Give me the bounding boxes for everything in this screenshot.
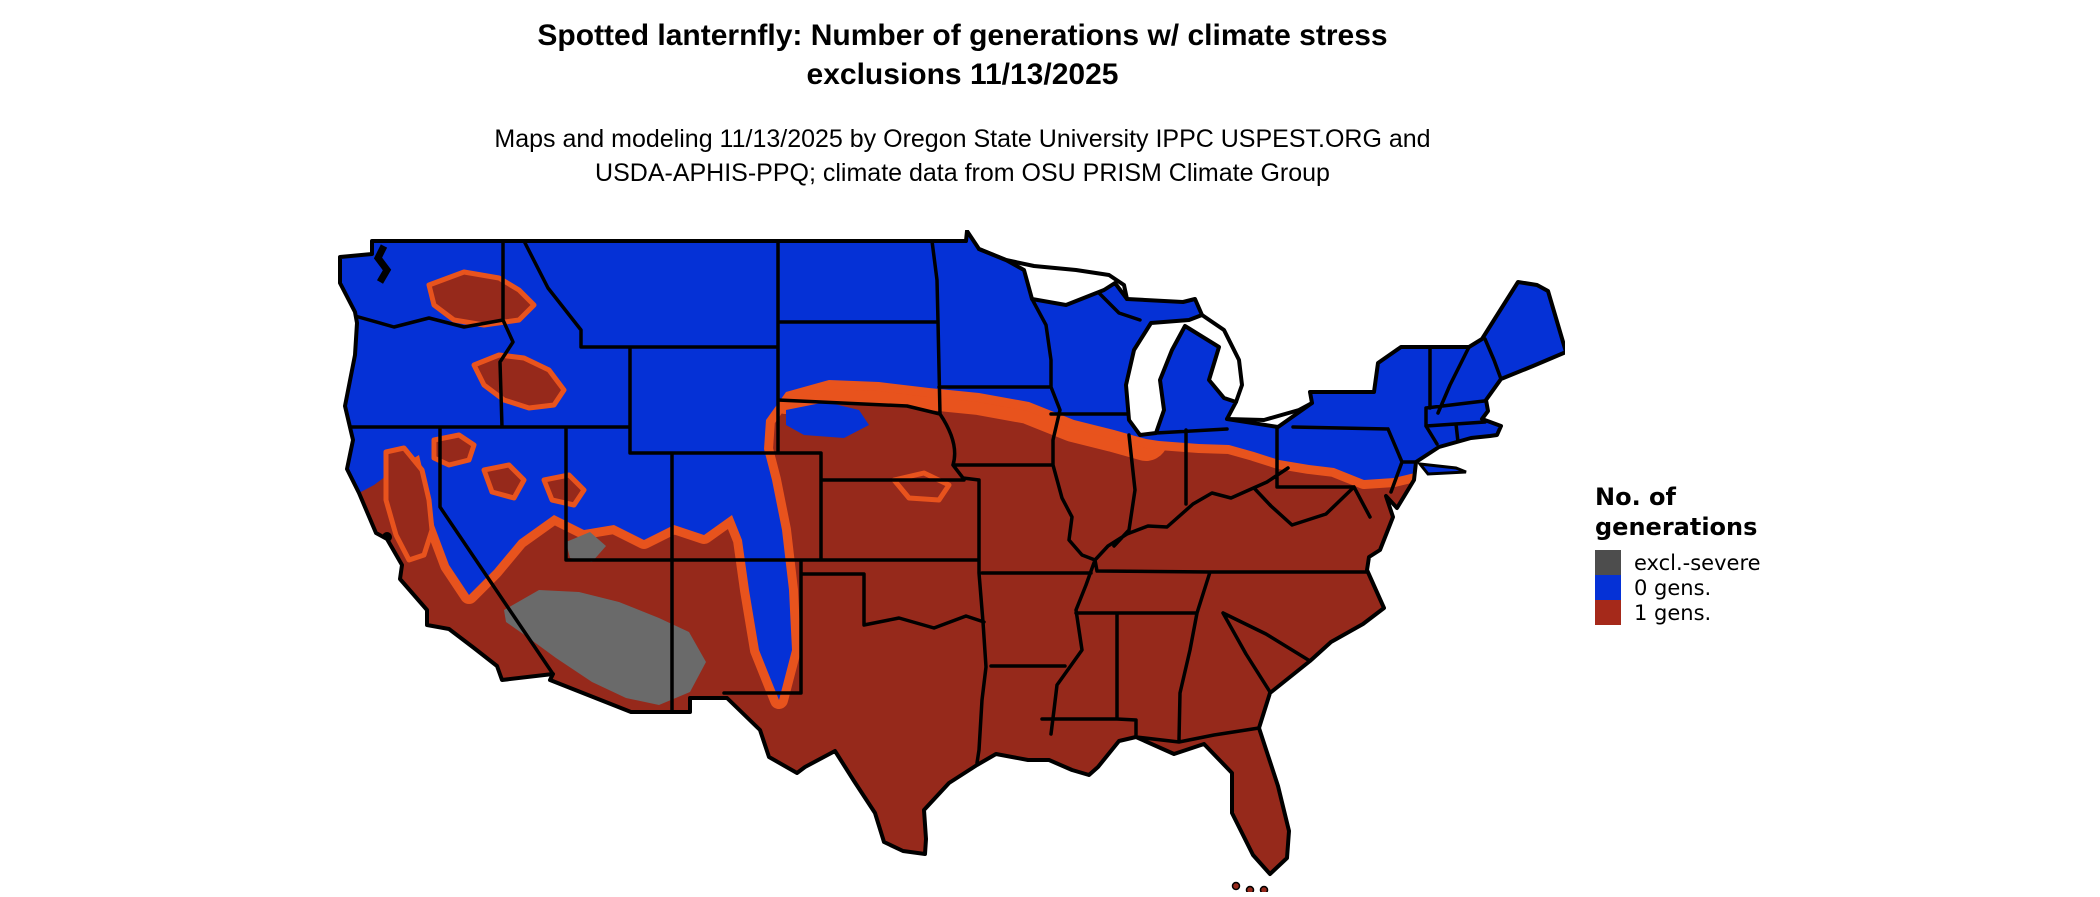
legend-item-1-gens: 1 gens. xyxy=(1595,600,1895,625)
map-patch-sandhills-blue xyxy=(786,402,869,438)
map-patch-snake-river-plain xyxy=(471,352,567,411)
title-line-2: exclusions 11/13/2025 xyxy=(806,58,1119,91)
map-key-1 xyxy=(1231,881,1241,891)
legend-swatch-0-gens xyxy=(1595,575,1621,600)
legend-label-excl-severe: excl.-severe xyxy=(1634,550,1761,575)
map-patch-columbia-basin xyxy=(426,269,537,328)
legend-title-line-2: generations xyxy=(1595,513,1758,541)
map-lake-border-lines xyxy=(977,247,1314,422)
legend-label-1-gens: 1 gens. xyxy=(1634,600,1712,625)
map-key-2 xyxy=(1245,885,1255,895)
map-region-excluded-severe xyxy=(504,590,706,705)
map-patch-central-nevada-1 xyxy=(481,462,527,501)
legend-title-line-1: No. of xyxy=(1595,483,1676,511)
map-state-borders xyxy=(347,239,1503,765)
subtitle-line-2: USDA-APHIS-PPQ; climate data from OSU PR… xyxy=(595,159,1330,187)
legend-label-0-gens: 0 gens. xyxy=(1634,575,1712,600)
legend-swatch-1-gens xyxy=(1595,600,1621,625)
map-patch-excluded-severe-nevada xyxy=(566,532,606,562)
legend-swatch-excl-severe xyxy=(1595,550,1621,575)
legend-swatch-excl-severe-rect xyxy=(1595,550,1621,575)
subtitle-line-1: Maps and modeling 11/13/2025 by Oregon S… xyxy=(494,125,1431,153)
legend: No. of generations excl.-severe 0 gens. xyxy=(1595,482,1895,625)
us-map-svg xyxy=(338,229,1568,895)
map-florida-keys xyxy=(1231,881,1269,895)
legend-item-0-gens: 0 gens. xyxy=(1595,575,1895,600)
legend-items: excl.-severe 0 gens. 1 gens. xyxy=(1595,550,1895,625)
map-patch-central-valley xyxy=(383,445,435,563)
legend-title: No. of generations xyxy=(1595,482,1895,542)
page-subtitle: Maps and modeling 11/13/2025 by Oregon S… xyxy=(0,122,1925,190)
map-puget-sound xyxy=(373,244,392,284)
us-map xyxy=(334,229,1568,895)
legend-swatch-0-gens-rect xyxy=(1595,575,1621,600)
legend-item-excl-severe: excl.-severe xyxy=(1595,550,1895,575)
map-key-3 xyxy=(1259,885,1269,895)
page-title: Spotted lanternfly: Number of generation… xyxy=(0,16,1925,94)
map-long-island xyxy=(1416,462,1467,476)
title-line-1: Spotted lanternfly: Number of generation… xyxy=(537,19,1388,52)
legend-swatch-1-gens-rect xyxy=(1595,600,1621,625)
map-patch-nw-nevada xyxy=(431,432,477,468)
map-national-outline xyxy=(338,229,1568,876)
